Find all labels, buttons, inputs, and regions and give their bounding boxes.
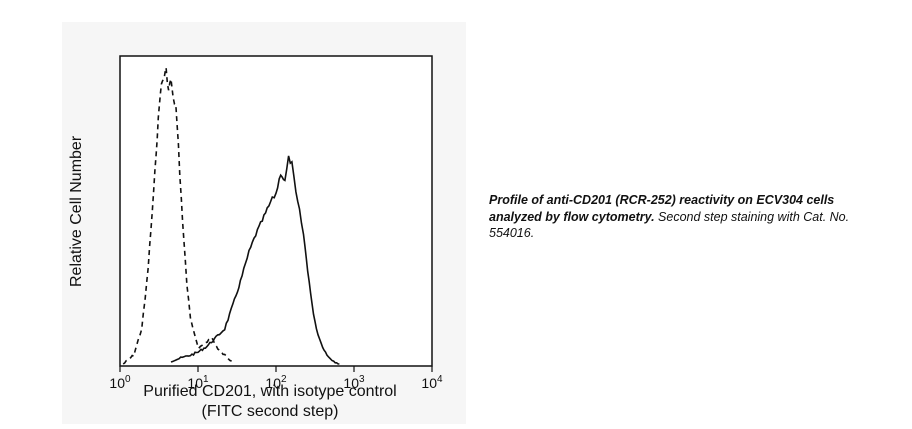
figure-caption: Profile of anti-CD201 (RCR-252) reactivi…	[489, 192, 869, 242]
histogram-series-solid	[170, 155, 340, 365]
x-tick-label-1: 101	[187, 374, 209, 391]
x-axis-label-line2: (FITC second step)	[201, 403, 339, 420]
x-tick-label-0: 100	[109, 374, 131, 391]
y-axis-label: Relative Cell Number	[68, 135, 85, 287]
x-tick-label-2: 102	[265, 374, 287, 391]
histogram-series-dashed	[122, 67, 232, 365]
x-axis-label-line1: Purified CD201, with isotype control	[143, 383, 397, 400]
plot-frame	[119, 55, 433, 367]
x-axis-label: Purified CD201, with isotype control (FI…	[100, 382, 440, 422]
histogram-plot: 100 101 102 103 104	[109, 55, 443, 391]
x-tick-label-3: 103	[343, 374, 365, 391]
x-tick-label-4: 104	[421, 374, 443, 391]
caption-bold: Profile of anti-CD201 (RCR-252) reactivi…	[489, 193, 835, 224]
caption-normal: Second step staining with Cat. No. 55401…	[489, 209, 850, 241]
